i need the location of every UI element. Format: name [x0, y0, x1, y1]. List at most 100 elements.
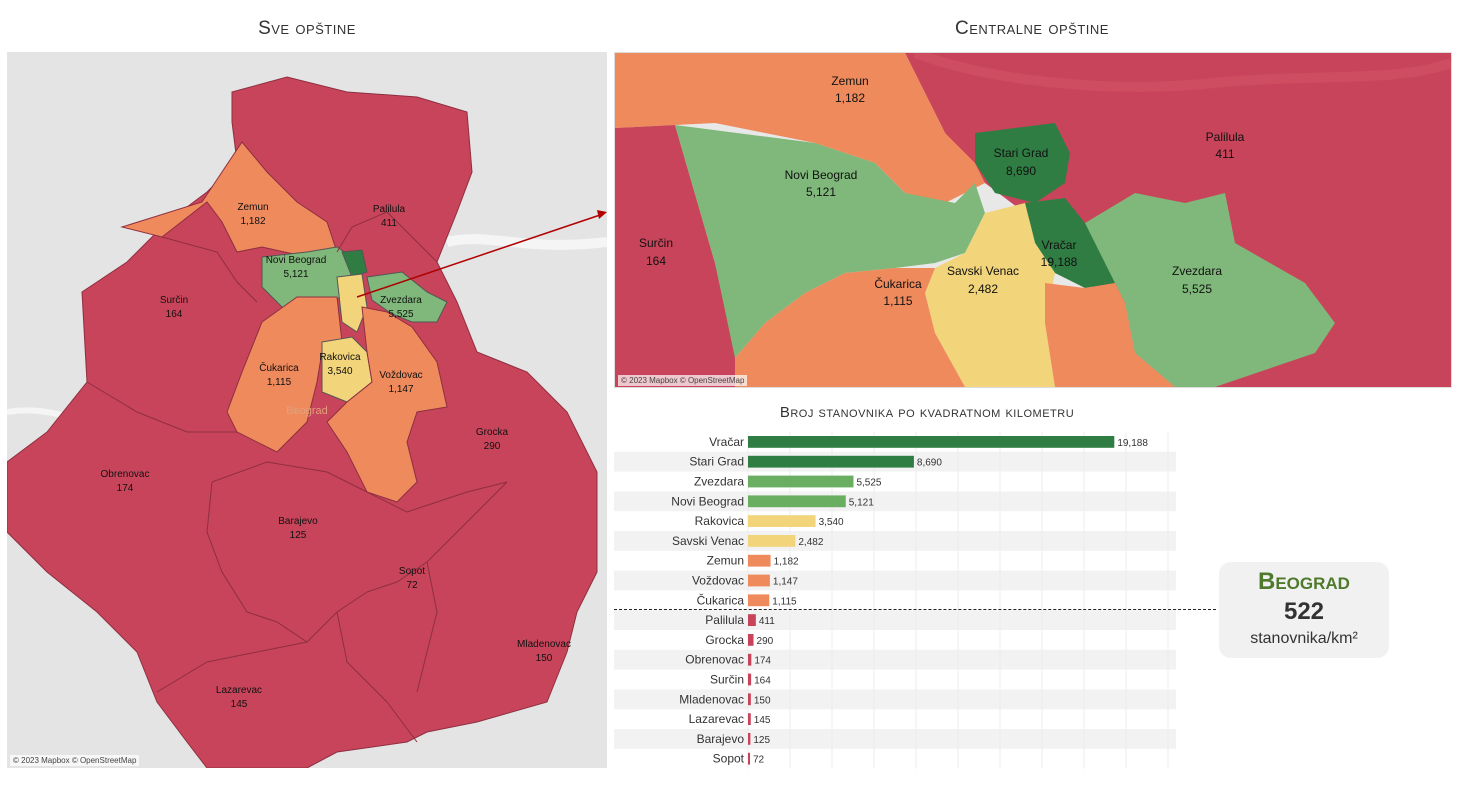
bar-category-label: Sopot	[713, 752, 745, 766]
zoom-label-novi-beograd-name[interactable]: Novi Beograd	[785, 168, 858, 182]
map-label-rakovica-name[interactable]: Rakovica	[319, 352, 361, 363]
bar-value-label: 3,540	[819, 517, 844, 528]
row-band	[614, 689, 1176, 710]
bar	[748, 693, 751, 706]
right-map-title: Centralne opštine	[955, 18, 1109, 39]
bar	[748, 515, 816, 527]
map-label-cukarica-name[interactable]: Čukarica	[259, 361, 299, 374]
zoom-arrow-line	[356, 213, 604, 298]
map-label-novi-beograd-value: 5,121	[283, 269, 308, 280]
map-label-grocka-value: 290	[484, 441, 501, 452]
map-label-zemun-name[interactable]: Zemun	[237, 202, 268, 213]
map-left-svg: Beograd Palilula 411 Zemun 1,182 Novi Be…	[7, 52, 607, 768]
map-label-mladenovac-name[interactable]: Mladenovac	[517, 639, 571, 650]
bar-category-label: Barajevo	[697, 732, 745, 746]
zoom-label-savski-venac-value: 2,482	[968, 282, 998, 296]
zoom-label-novi-beograd-value: 5,121	[806, 185, 836, 199]
bar-value-label: 1,182	[774, 557, 799, 568]
bar-value-label: 174	[754, 656, 771, 667]
bar-category-label: Mladenovac	[679, 692, 744, 706]
map-label-cukarica-value: 1,115	[267, 377, 292, 388]
map-all-municipalities[interactable]: Beograd Palilula 411 Zemun 1,182 Novi Be…	[7, 52, 607, 768]
row-band	[614, 610, 1176, 630]
map-label-surcin-value: 164	[166, 309, 183, 320]
bar-chart: Vračar 19,188 Stari Grad 8,690 Zvezdara 5,525…	[614, 430, 1176, 770]
chart-title: Broj stanovnika po kvadratnom kilometru	[779, 404, 1075, 421]
bar	[748, 475, 854, 488]
zoom-label-palilula-name[interactable]: Palilula	[1206, 130, 1245, 144]
map-central-municipalities[interactable]: Zemun 1,182 Palilula 411 Stari Grad 8,69…	[614, 52, 1452, 388]
bar	[748, 535, 796, 547]
bar-chart-svg: Vračar 19,188 Stari Grad 8,690 Zvezdara 5,525…	[614, 432, 1176, 769]
row-band	[614, 649, 1176, 670]
separator-dashed-line	[614, 609, 1216, 610]
bar-value-label: 290	[757, 636, 774, 647]
map-label-palilula-name[interactable]: Palilula	[373, 204, 406, 215]
zoom-label-zemun-name[interactable]: Zemun	[831, 74, 868, 88]
zoom-label-surcin-name[interactable]: Surčin	[639, 236, 673, 250]
map-label-zvezdara-name[interactable]: Zvezdara	[380, 295, 422, 306]
zoom-label-cukarica-name[interactable]: Čukarica	[874, 276, 922, 291]
kpi-value: 522	[1283, 598, 1325, 625]
zoom-label-vracar-name[interactable]: Vračar	[1042, 238, 1077, 252]
zoom-label-zvezdara-value: 5,525	[1182, 282, 1212, 296]
bar	[748, 653, 752, 666]
map-label-zemun-value: 1,182	[240, 216, 265, 227]
left-map-title: Sve opštine	[258, 18, 356, 39]
map-left-attribution[interactable]: © 2023 Mapbox © OpenStreetMap	[10, 755, 140, 766]
map-label-lazarevac-value: 145	[231, 699, 248, 710]
map-label-surcin-name[interactable]: Surčin	[160, 295, 188, 306]
map-label-vozdovac-name[interactable]: Voždovac	[379, 370, 422, 381]
bar	[748, 436, 1115, 448]
bar-category-label: Palilula	[705, 613, 744, 627]
zoom-label-zemun-value: 1,182	[835, 91, 865, 105]
bar-value-label: 5,121	[849, 497, 874, 508]
bar	[748, 455, 914, 468]
bar	[748, 673, 752, 686]
map-right-svg: Zemun 1,182 Palilula 411 Stari Grad 8,69…	[615, 53, 1451, 387]
kpi-card: Beograd 522 stanovnika/km²	[1219, 562, 1389, 658]
map-label-barajevo-value: 125	[290, 530, 307, 541]
bar	[748, 614, 756, 626]
map-label-novi-beograd-name[interactable]: Novi Beograd	[266, 255, 327, 266]
map-label-barajevo-name[interactable]: Barajevo	[278, 516, 318, 527]
zoom-label-savski-venac-name[interactable]: Savski Venac	[947, 264, 1019, 278]
bar-category-label: Vračar	[709, 435, 744, 449]
bar-value-label: 19,188	[1117, 438, 1148, 449]
bar-value-label: 150	[754, 695, 771, 706]
zoom-arrow-head	[597, 210, 607, 219]
bar-category-label: Čukarica	[697, 592, 745, 607]
zoom-label-stari-grad-value: 8,690	[1006, 164, 1036, 178]
bar-category-label: Savski Venac	[672, 534, 744, 548]
bar-value-label: 164	[754, 676, 771, 687]
row-band	[614, 729, 1176, 749]
bar-value-label: 145	[754, 715, 771, 726]
zoom-label-zvezdara-name[interactable]: Zvezdara	[1172, 264, 1222, 278]
bar-category-label: Lazarevac	[689, 712, 744, 726]
bar-value-label: 411	[759, 616, 775, 627]
bar-value-label: 125	[753, 735, 770, 746]
map-right-attribution[interactable]: © 2023 Mapbox © OpenStreetMap	[618, 375, 748, 386]
bar	[748, 713, 751, 725]
zoom-label-stari-grad-name[interactable]: Stari Grad	[994, 146, 1049, 160]
bar-category-label: Grocka	[705, 633, 744, 647]
bar-category-label: Voždovac	[692, 574, 744, 588]
map-label-sopot-value: 72	[406, 580, 418, 591]
bar	[748, 495, 846, 508]
bar	[748, 594, 770, 607]
map-label-sopot-name[interactable]: Sopot	[399, 566, 425, 577]
bar-category-label: Surčin	[710, 673, 744, 687]
map-label-obrenovac-name[interactable]: Obrenovac	[101, 469, 150, 480]
bar	[748, 752, 750, 765]
bar-category-label: Rakovica	[695, 514, 745, 528]
bar-value-label: 72	[753, 755, 765, 766]
city-label-beograd: Beograd	[286, 405, 328, 417]
bar-category-label: Zvezdara	[694, 475, 744, 489]
bar	[748, 733, 751, 745]
kpi-unit: stanovnika/km²	[1250, 630, 1358, 647]
map-label-grocka-name[interactable]: Grocka	[476, 427, 509, 438]
map-label-obrenovac-value: 174	[117, 483, 134, 494]
map-label-zvezdara-value: 5,525	[388, 309, 413, 320]
map-label-lazarevac-name[interactable]: Lazarevac	[216, 685, 262, 696]
zoom-label-cukarica-value: 1,115	[883, 294, 912, 308]
